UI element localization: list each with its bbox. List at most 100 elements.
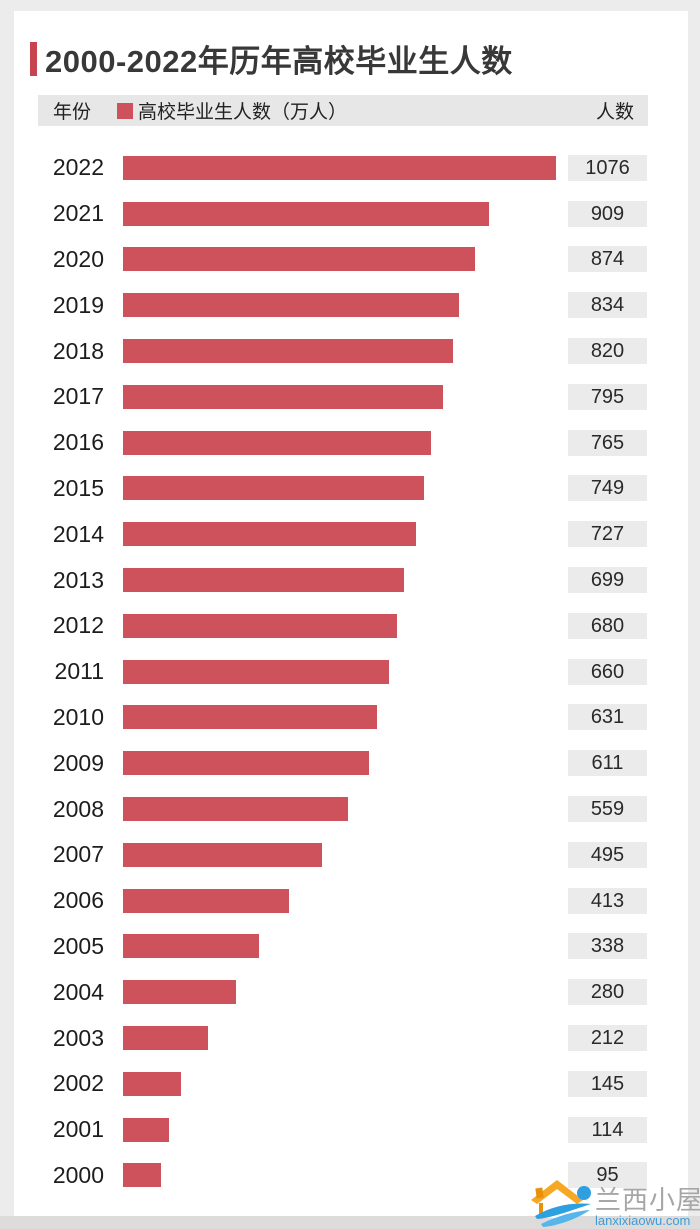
bar xyxy=(123,384,443,409)
bar xyxy=(123,888,290,913)
year-label: 2021 xyxy=(52,200,104,227)
bar-row: 2004 280 xyxy=(14,969,688,1015)
bar-row: 2003 212 xyxy=(14,1015,688,1061)
bar-track xyxy=(123,430,556,455)
bar-track xyxy=(123,842,556,867)
year-label: 2001 xyxy=(52,1116,104,1143)
year-label: 2015 xyxy=(52,474,104,501)
value-badge: 795 xyxy=(568,383,647,410)
bar-track xyxy=(123,1117,556,1142)
bar-row: 2015 749 xyxy=(14,466,688,512)
value-badge: 611 xyxy=(568,750,647,777)
year-label: 2009 xyxy=(52,749,104,776)
bar-track xyxy=(123,934,556,959)
year-column-header: 年份 xyxy=(53,102,92,123)
year-label: 2002 xyxy=(52,1070,104,1097)
bar-track xyxy=(123,247,556,272)
bar-row: 2002 145 xyxy=(14,1061,688,1107)
legend: 高校毕业生人数（万人） xyxy=(117,97,347,124)
bar-track xyxy=(123,705,556,730)
value-badge: 765 xyxy=(568,429,647,456)
value-badge: 413 xyxy=(568,887,647,914)
bar xyxy=(123,247,475,272)
year-label: 2004 xyxy=(52,978,104,1005)
chart-card: 2000-2022年历年高校毕业生人数 年份 高校毕业生人数（万人） 人数 20… xyxy=(14,11,688,1216)
bar-row: 2017 795 xyxy=(14,374,688,420)
bar xyxy=(123,155,556,180)
bar-row: 2005 338 xyxy=(14,924,688,970)
year-label: 2020 xyxy=(52,245,104,272)
value-badge: 680 xyxy=(568,612,647,639)
year-label: 2016 xyxy=(52,429,104,456)
value-badge: 280 xyxy=(568,979,647,1006)
bar xyxy=(123,659,389,684)
bar-track xyxy=(123,293,556,318)
bottom-strip xyxy=(0,1216,700,1229)
year-label: 2005 xyxy=(52,932,104,959)
bar xyxy=(123,1163,162,1188)
bar xyxy=(123,842,323,867)
value-badge: 699 xyxy=(568,567,647,594)
year-label: 2006 xyxy=(52,887,104,914)
bar-track xyxy=(123,613,556,638)
count-column-header: 人数 xyxy=(595,102,634,123)
bar-row: 2012 680 xyxy=(14,603,688,649)
bar-track xyxy=(123,1026,556,1051)
legend-swatch-icon xyxy=(117,102,134,119)
bar-track xyxy=(123,384,556,409)
value-badge: 559 xyxy=(568,796,647,823)
watermark-url: lanxixiaowu.com xyxy=(595,1213,691,1228)
bar-row: 2016 765 xyxy=(14,420,688,466)
bar xyxy=(123,980,236,1005)
year-label: 2017 xyxy=(52,383,104,410)
bar xyxy=(123,705,377,730)
bar-track xyxy=(123,751,556,776)
value-badge: 874 xyxy=(568,246,647,273)
value-badge: 1076 xyxy=(568,154,647,181)
value-badge: 660 xyxy=(568,658,647,685)
bar-track xyxy=(123,888,556,913)
page-title-row: 2000-2022年历年高校毕业生人数 xyxy=(30,36,513,81)
bar-track xyxy=(123,522,556,547)
bar-track xyxy=(123,797,556,822)
watermark-name: 兰西小屋 xyxy=(595,1185,700,1215)
year-label: 2000 xyxy=(52,1161,104,1188)
value-badge: 114 xyxy=(568,1116,647,1143)
bar-row: 2021 909 xyxy=(14,191,688,237)
bar-row: 2009 611 xyxy=(14,740,688,786)
bar-row: 2007 495 xyxy=(14,832,688,878)
bar xyxy=(123,1117,169,1142)
year-label: 2003 xyxy=(52,1024,104,1051)
bar-track xyxy=(123,659,556,684)
value-badge: 212 xyxy=(568,1025,647,1052)
page-title: 2000-2022年历年高校毕业生人数 xyxy=(45,44,513,79)
bar-row: 2018 820 xyxy=(14,328,688,374)
bar xyxy=(123,1026,209,1051)
bar-row: 2001 114 xyxy=(14,1107,688,1153)
bar-row: 2019 834 xyxy=(14,282,688,328)
value-badge: 749 xyxy=(568,475,647,502)
bar xyxy=(123,797,348,822)
bar xyxy=(123,522,416,547)
value-badge: 909 xyxy=(568,200,647,227)
bar xyxy=(123,568,405,593)
bar xyxy=(123,339,453,364)
bar-track xyxy=(123,568,556,593)
bar-row: 2006 413 xyxy=(14,878,688,924)
bar xyxy=(123,934,259,959)
bar-track xyxy=(123,980,556,1005)
year-label: 2018 xyxy=(52,337,104,364)
bar-row: 2020 874 xyxy=(14,237,688,283)
value-badge: 338 xyxy=(568,933,647,960)
bar-row: 2000 95 xyxy=(14,1153,688,1199)
watermark-text: 兰西小屋 lanxixiaowu.com xyxy=(595,1178,700,1227)
column-header-row: 年份 高校毕业生人数（万人） 人数 xyxy=(38,95,648,126)
value-badge: 727 xyxy=(568,521,647,548)
value-badge: 820 xyxy=(568,338,647,365)
value-badge: 495 xyxy=(568,841,647,868)
bar xyxy=(123,201,489,226)
bar-track xyxy=(123,339,556,364)
year-label: 2010 xyxy=(52,703,104,730)
value-badge: 631 xyxy=(568,704,647,731)
watermark-logo-icon xyxy=(531,1180,591,1227)
